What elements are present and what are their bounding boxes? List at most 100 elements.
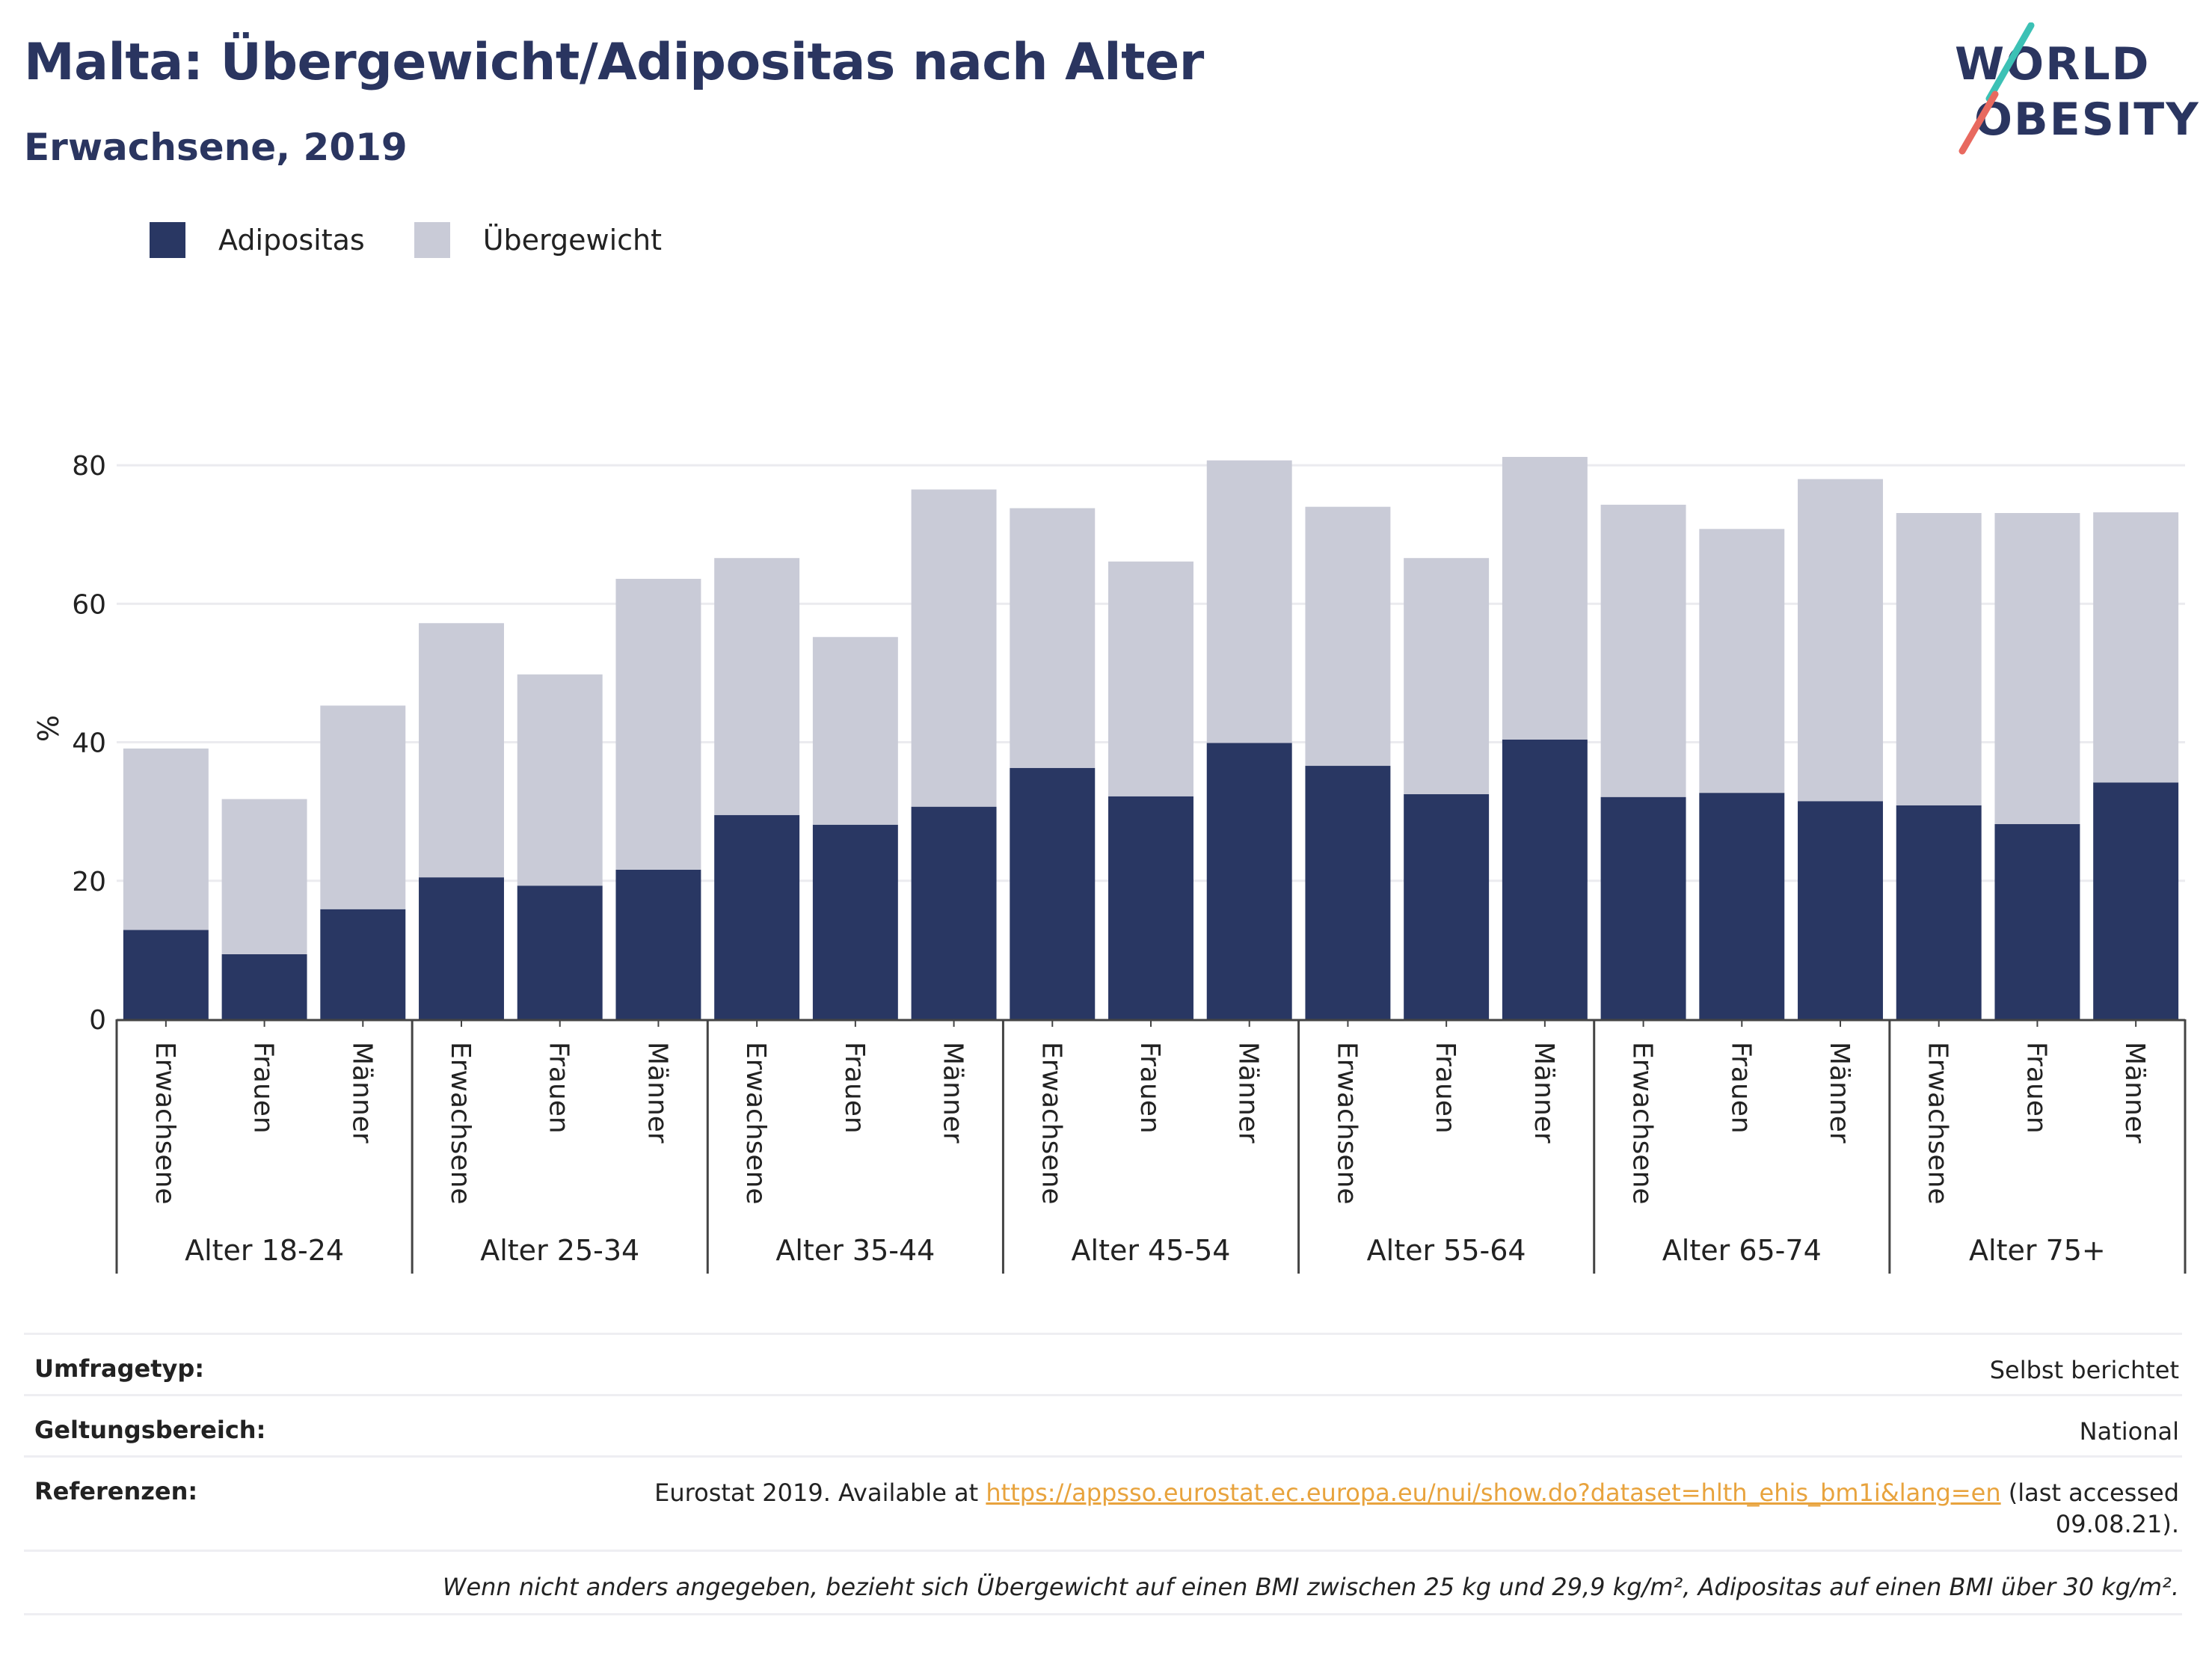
chart-title: Malta: Übergewicht/Adipositas nach Alter [24, 33, 1204, 92]
group-label: Alter 18-24 [185, 1234, 344, 1267]
bar-uebergewicht [1305, 506, 1391, 767]
bar-adipositas [1305, 766, 1391, 1019]
bar-adipositas [911, 806, 997, 1019]
x-tick-label: Frauen [2021, 1042, 2051, 1134]
group-label: Alter 45-54 [1072, 1234, 1231, 1267]
bar-adipositas [714, 814, 800, 1019]
bar-uebergewicht [812, 636, 898, 825]
info-row-scope: Geltungsbereich: National [24, 1394, 2182, 1456]
bar-uebergewicht [1699, 529, 1785, 793]
x-tick-label: Erwachsene [445, 1042, 476, 1205]
survey-label: Umfragetyp: [34, 1354, 205, 1383]
bar-uebergewicht [1206, 460, 1292, 743]
svg-text:OBESITY: OBESITY [1974, 93, 2199, 146]
info-row-references: Referenzen: Eurostat 2019. Available at … [24, 1455, 2182, 1550]
bar-adipositas [123, 930, 209, 1019]
y-tick-label: 60 [72, 589, 106, 620]
x-tick-label: Männer [1233, 1042, 1264, 1143]
bar-adipositas [419, 877, 504, 1019]
bar-uebergewicht [714, 558, 800, 815]
bar-uebergewicht [1896, 512, 1982, 805]
references-link[interactable]: https://appsso.eurostat.ec.europa.eu/nui… [986, 1479, 2001, 1507]
bar-uebergewicht [221, 799, 307, 954]
bar-adipositas [1798, 801, 1883, 1019]
x-tick-label: Erwachsene [1036, 1042, 1066, 1205]
x-tick-label: Erwachsene [150, 1042, 180, 1205]
group-label: Alter 65-74 [1662, 1234, 1822, 1267]
bar-adipositas [221, 954, 307, 1019]
bar-uebergewicht [1600, 504, 1686, 797]
bar-adipositas [2093, 782, 2179, 1019]
references-prefix: Eurostat 2019. Available at [654, 1479, 986, 1507]
bar-uebergewicht [419, 623, 504, 878]
group-label: Alter 55-64 [1367, 1234, 1526, 1267]
chart-legend: Adipositas Übergewicht [150, 221, 711, 259]
x-tick-label: Männer [1529, 1042, 1559, 1143]
x-tick-label: Erwachsene [1923, 1042, 1953, 1205]
scope-value: National [2079, 1417, 2179, 1446]
info-row-survey: Umfragetyp: Selbst berichtet [24, 1333, 2182, 1395]
bar-adipositas [1699, 793, 1785, 1019]
x-tick-label: Frauen [1725, 1042, 1756, 1134]
bar-adipositas [1600, 796, 1686, 1019]
group-label: Alter 25-34 [480, 1234, 639, 1267]
x-tick-label: Erwachsene [1331, 1042, 1362, 1205]
bar-adipositas [1404, 794, 1490, 1019]
bar-uebergewicht [615, 578, 701, 870]
references-suffix: (last accessed [2000, 1479, 2179, 1507]
bar-adipositas [1206, 743, 1292, 1019]
y-tick-label: 80 [72, 451, 106, 482]
chart-subtitle: Erwachsene, 2019 [24, 126, 408, 169]
bar-adipositas [517, 885, 603, 1019]
bar-uebergewicht [320, 705, 406, 909]
bar-adipositas [1108, 796, 1193, 1019]
bar-uebergewicht [517, 674, 603, 886]
bar-adipositas [320, 909, 406, 1019]
world-obesity-logo: WORLD OBESITY [1955, 22, 2199, 155]
x-tick-label: Erwachsene [740, 1042, 771, 1205]
x-tick-label: Frauen [1134, 1042, 1165, 1134]
y-tick-label: 40 [72, 728, 106, 759]
definition-note: Wenn nicht anders angegeben, bezieht sic… [442, 1573, 2179, 1601]
bar-uebergewicht [1994, 512, 2080, 824]
x-tick-label: Männer [938, 1042, 968, 1143]
scope-label: Geltungsbereich: [34, 1416, 266, 1444]
bar-uebergewicht [123, 748, 209, 930]
x-tick-label: Männer [642, 1042, 672, 1143]
references-value: Eurostat 2019. Available at https://apps… [654, 1477, 2179, 1540]
y-tick-label: 0 [89, 1005, 106, 1036]
legend-swatch-uebergewicht [414, 222, 450, 258]
bar-uebergewicht [1010, 508, 1096, 768]
group-label: Alter 75+ [1969, 1234, 2106, 1267]
bar-uebergewicht [911, 489, 997, 807]
bar-adipositas [1502, 739, 1588, 1019]
bar-adipositas [1994, 823, 2080, 1019]
references-label: Referenzen: [34, 1477, 198, 1505]
x-tick-label: Frauen [544, 1042, 574, 1134]
bar-uebergewicht [1798, 479, 1883, 802]
info-row-note: Wenn nicht anders angegeben, bezieht sic… [24, 1550, 2182, 1615]
x-tick-label: Frauen [1430, 1042, 1460, 1134]
x-tick-label: Erwachsene [1627, 1042, 1658, 1205]
bar-adipositas [1010, 767, 1096, 1019]
bar-uebergewicht [1502, 456, 1588, 740]
x-tick-label: Männer [346, 1042, 377, 1143]
legend-swatch-adipositas [150, 222, 185, 258]
x-tick-label: Frauen [839, 1042, 870, 1134]
legend-label-uebergewicht: Übergewicht [482, 224, 662, 257]
svg-text:WORLD: WORLD [1955, 38, 2150, 90]
legend-label-adipositas: Adipositas [218, 224, 365, 257]
y-tick-label: 20 [72, 867, 106, 897]
bar-adipositas [1896, 805, 1982, 1019]
group-label: Alter 35-44 [775, 1234, 935, 1267]
stacked-bar-chart: 0 20 40 60 80% Erwachsene Frauen Männer Erwachse… [32, 451, 2187, 1274]
bar-uebergewicht [2093, 512, 2179, 783]
y-axis-label: % [32, 715, 65, 742]
bar-uebergewicht [1108, 561, 1193, 796]
survey-value: Selbst berichtet [1989, 1356, 2179, 1384]
x-tick-label: Männer [2119, 1042, 2150, 1143]
x-tick-label: Frauen [248, 1042, 279, 1134]
references-date: 09.08.21). [2055, 1510, 2179, 1538]
bar-uebergewicht [1404, 558, 1490, 795]
x-tick-label: Männer [1824, 1042, 1855, 1143]
